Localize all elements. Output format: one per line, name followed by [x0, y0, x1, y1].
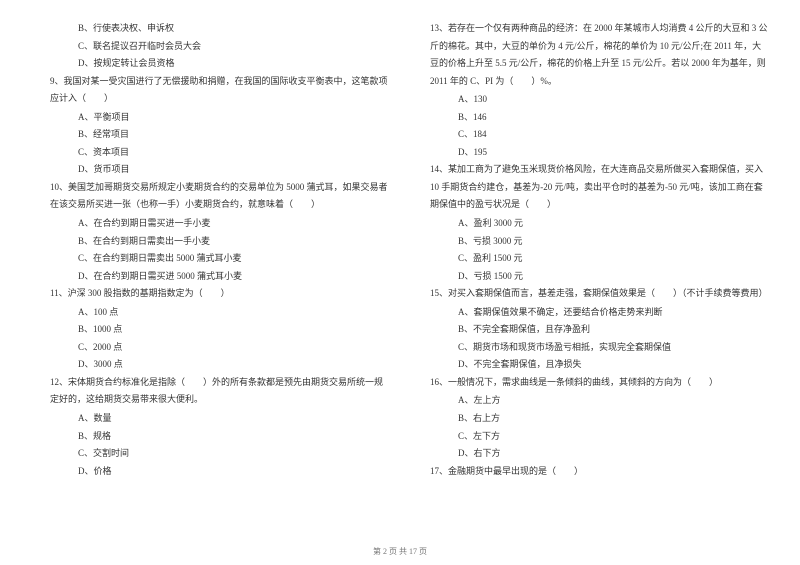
q14-opt-c: C、盈利 1500 元: [430, 250, 770, 268]
q16-opt-c: C、左下方: [430, 428, 770, 446]
q15-opt-c: C、期货市场和现货市场盈亏相抵，实现完全套期保值: [430, 339, 770, 357]
q14-opt-d: D、亏损 1500 元: [430, 268, 770, 286]
q11-opt-a: A、100 点: [50, 304, 390, 322]
q10-opt-a: A、在合约到期日需买进一手小麦: [50, 215, 390, 233]
q15-opt-b: B、不完全套期保值，且存净盈利: [430, 321, 770, 339]
q15-opt-d: D、不完全套期保值，且净损失: [430, 356, 770, 374]
q12-opt-c: C、交割时间: [50, 445, 390, 463]
q13-opt-a: A、130: [430, 91, 770, 109]
q9-opt-a: A、平衡项目: [50, 109, 390, 127]
q11-opt-d: D、3000 点: [50, 356, 390, 374]
q9-stem: 9、我国对某一受灾国进行了无偿援助和捐赠，在我国的国际收支平衡表中，这笔款项应计…: [50, 73, 390, 108]
q14-opt-a: A、盈利 3000 元: [430, 215, 770, 233]
q13-stem: 13、若存在一个仅有两种商品的经济：在 2000 年某城市人均消费 4 公斤的大…: [430, 20, 770, 90]
q9-opt-c: C、资本项目: [50, 144, 390, 162]
q12-opt-d: D、价格: [50, 463, 390, 481]
right-column: 13、若存在一个仅有两种商品的经济：在 2000 年某城市人均消费 4 公斤的大…: [430, 20, 770, 481]
q14-opt-b: B、亏损 3000 元: [430, 233, 770, 251]
q12-stem: 12、宋体期货合约标准化是指除（ ）外的所有条款都是预先由期货交易所统一规定好的…: [50, 374, 390, 409]
left-column: B、行使表决权、申诉权 C、联名提议召开临时会员大会 D、按规定转让会员资格 9…: [50, 20, 390, 481]
q10-opt-d: D、在合约到期日需买进 5000 蒲式耳小麦: [50, 268, 390, 286]
q10-opt-b: B、在合约到期日需卖出一手小麦: [50, 233, 390, 251]
q17-stem: 17、金融期货中最早出现的是（ ）: [430, 463, 770, 481]
q8-opt-c: C、联名提议召开临时会员大会: [50, 38, 390, 56]
q15-stem: 15、对买入套期保值而言，基差走强，套期保值效果是（ ）（不计手续费等费用）: [430, 285, 770, 303]
q9-opt-b: B、经常项目: [50, 126, 390, 144]
q15-opt-a: A、套期保值效果不确定，还要结合价格走势来判断: [430, 304, 770, 322]
q14-stem: 14、某加工商为了避免玉米现货价格风险，在大连商品交易所做买入套期保值，买入 1…: [430, 161, 770, 214]
q16-opt-b: B、右上方: [430, 410, 770, 428]
q12-opt-a: A、数量: [50, 410, 390, 428]
q9-opt-d: D、货币项目: [50, 161, 390, 179]
q10-stem: 10、美国芝加哥期货交易所规定小麦期货合约的交易单位为 5000 蒲式耳，如果交…: [50, 179, 390, 214]
q16-stem: 16、一般情况下，需求曲线是一条倾斜的曲线，其倾斜的方向为（ ）: [430, 374, 770, 392]
q16-opt-d: D、右下方: [430, 445, 770, 463]
page-footer: 第 2 页 共 17 页: [0, 546, 800, 557]
q16-opt-a: A、左上方: [430, 392, 770, 410]
q13-opt-b: B、146: [430, 109, 770, 127]
q13-opt-c: C、184: [430, 126, 770, 144]
q11-stem: 11、沪深 300 股指数的基期指数定为（ ）: [50, 285, 390, 303]
q13-opt-d: D、195: [430, 144, 770, 162]
q11-opt-c: C、2000 点: [50, 339, 390, 357]
q8-opt-d: D、按规定转让会员资格: [50, 55, 390, 73]
q11-opt-b: B、1000 点: [50, 321, 390, 339]
q8-opt-b: B、行使表决权、申诉权: [50, 20, 390, 38]
q10-opt-c: C、在合约到期日需卖出 5000 蒲式耳小麦: [50, 250, 390, 268]
q12-opt-b: B、规格: [50, 428, 390, 446]
